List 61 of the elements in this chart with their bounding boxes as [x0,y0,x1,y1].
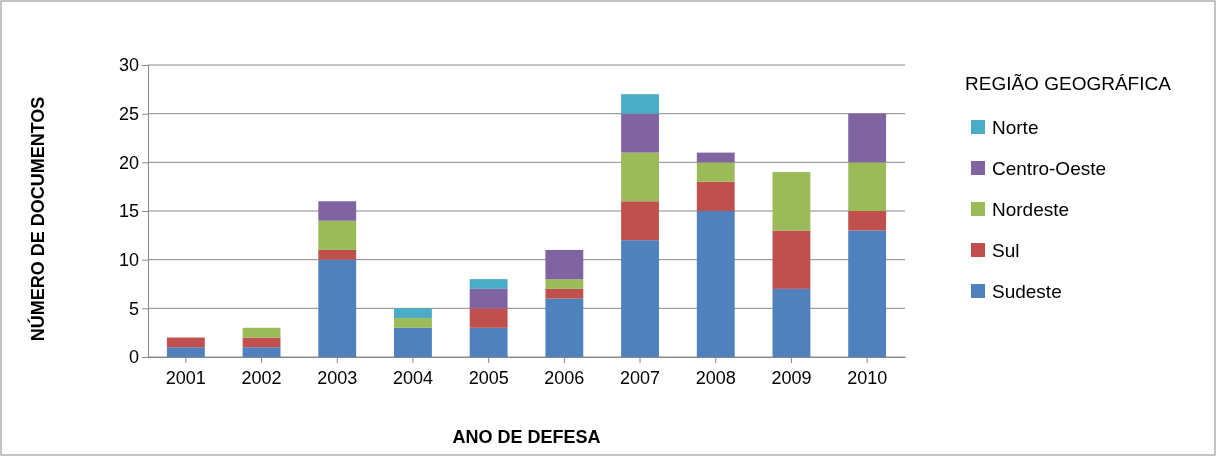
x-tick-label: 2004 [392,368,433,388]
bar [696,181,735,211]
x-tick-label: 2005 [468,368,509,388]
bar [242,337,281,348]
bar [696,162,735,182]
bar [318,259,357,357]
bar [848,230,887,357]
y-tick-label: 30 [118,55,139,76]
bar [772,172,811,231]
bar [545,279,584,289]
bar [166,337,205,348]
y-tick-label: 10 [118,249,139,270]
bar [469,327,508,357]
bar [545,288,584,299]
bar [469,308,508,328]
y-tick-label: 15 [118,201,139,222]
bar [242,347,281,357]
bar [696,211,735,357]
bar [621,94,659,114]
legend-label: Centro-Oeste [992,158,1107,179]
bar [621,201,659,241]
bar [469,279,508,289]
bar [696,152,735,163]
bar [318,249,357,260]
bar [545,249,584,280]
bar [394,308,432,319]
legend-title: REGIÃO GEOGRÁFICA [965,73,1172,94]
y-tick-label: 20 [118,152,139,173]
bar [621,240,659,357]
bar [772,230,811,289]
bar [772,288,811,357]
bar [848,113,887,163]
bar [318,220,357,250]
legend-label: Sudeste [992,281,1062,302]
bar [166,347,205,357]
x-tick-label: 2010 [847,368,888,388]
x-tick-label: 2006 [544,368,585,388]
x-tick-label: 2002 [241,368,282,388]
x-tick-label: 2003 [317,368,358,388]
x-tick-label: 2001 [165,368,206,388]
bar [848,211,887,231]
bar [621,113,659,153]
bar [394,327,432,357]
y-axis-title: NÚMERO DE DOCUMENTOS [27,96,48,342]
bar [545,298,584,357]
x-tick-label: 2007 [620,368,661,388]
y-tick-label: 0 [128,347,139,368]
bar [318,201,357,221]
x-axis-title: ANO DE DEFESA [452,427,601,447]
y-tick-label: 25 [118,103,139,124]
bar [848,162,887,211]
legend-label: Sul [992,240,1020,261]
x-tick-label: 2009 [771,368,812,388]
legend-label: Nordeste [992,199,1070,220]
bar [242,327,281,338]
legend-label: Norte [992,117,1039,138]
bar [621,152,659,202]
bar [394,318,432,328]
y-tick-label: 5 [128,298,139,319]
x-tick-label: 2008 [695,368,736,388]
bar [469,288,508,309]
